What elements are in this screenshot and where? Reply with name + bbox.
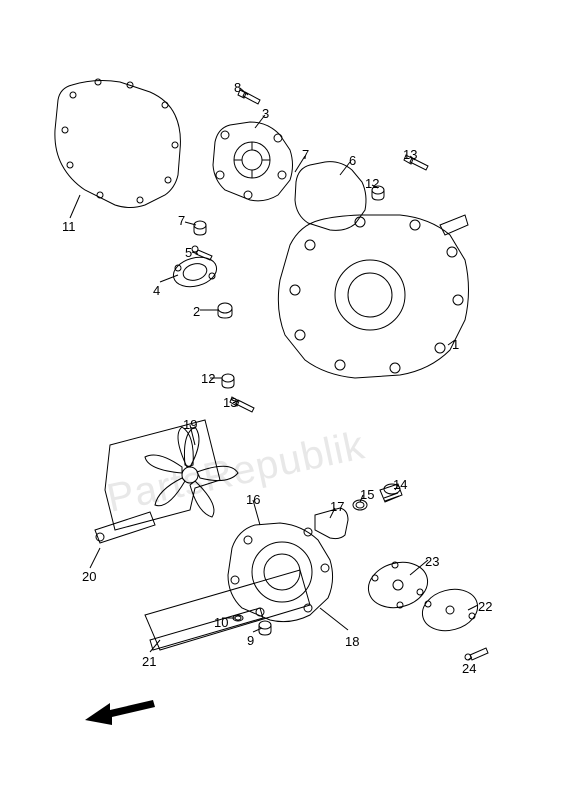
callout-24: 24	[462, 662, 476, 675]
callout-13a: 13	[403, 148, 417, 161]
callout-21: 21	[142, 655, 156, 668]
callout-18: 18	[345, 635, 359, 648]
callout-1: 1	[452, 338, 459, 351]
callout-5: 5	[185, 246, 192, 259]
callout-2: 2	[193, 305, 200, 318]
parts-illustration	[0, 0, 579, 800]
direction-arrow-icon	[85, 695, 155, 730]
callout-15: 15	[360, 488, 374, 501]
callout-12a: 12	[365, 177, 379, 190]
callout-23: 23	[425, 555, 439, 568]
callout-19: 19	[183, 418, 197, 431]
callout-14: 14	[393, 478, 407, 491]
callout-10: 10	[214, 616, 228, 629]
callout-3: 3	[262, 107, 269, 120]
callout-4: 4	[153, 284, 160, 297]
callout-7b: 7	[178, 214, 185, 227]
callout-16: 16	[246, 493, 260, 506]
callout-8: 8	[234, 81, 241, 94]
callout-22: 22	[478, 600, 492, 613]
callout-9: 9	[247, 634, 254, 647]
callout-20: 20	[82, 570, 96, 583]
callout-7a: 7	[302, 148, 309, 161]
parts-diagram-container: PartsRepublik	[0, 0, 579, 800]
callout-11: 11	[62, 220, 76, 233]
callout-12b: 12	[201, 372, 215, 385]
callout-6: 6	[349, 154, 356, 167]
callout-17: 17	[330, 500, 344, 513]
callout-13b: 13	[223, 396, 237, 409]
